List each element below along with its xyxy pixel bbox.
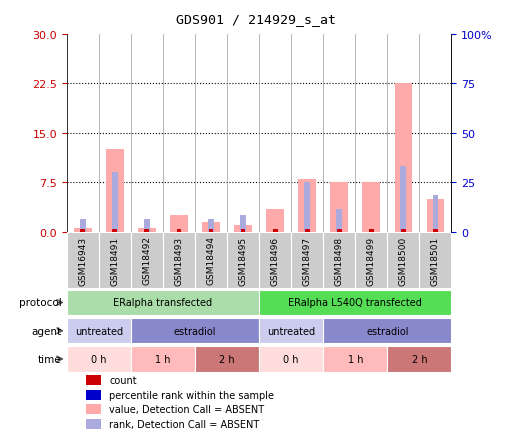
Bar [420, 232, 451, 289]
Bar [170, 216, 188, 232]
Bar [330, 183, 348, 232]
Text: GSM18492: GSM18492 [142, 236, 151, 285]
Bar [195, 232, 227, 289]
Text: agent: agent [31, 326, 62, 336]
Bar [144, 219, 150, 232]
Bar [240, 216, 246, 232]
Bar [394, 84, 412, 232]
Text: 1 h: 1 h [347, 354, 363, 364]
Text: GSM16943: GSM16943 [78, 236, 87, 285]
Text: ERalpha L540Q transfected: ERalpha L540Q transfected [288, 298, 422, 308]
Bar [323, 232, 355, 289]
Text: 2 h: 2 h [411, 354, 427, 364]
Text: GSM18501: GSM18501 [431, 236, 440, 285]
Bar [241, 230, 245, 232]
Bar [234, 226, 252, 232]
Bar [195, 346, 259, 372]
Bar [112, 230, 117, 232]
Bar [67, 290, 259, 316]
Bar [401, 230, 406, 232]
Text: GSM18497: GSM18497 [303, 236, 312, 285]
Text: count: count [109, 375, 136, 385]
Text: GSM18499: GSM18499 [367, 236, 376, 285]
Bar [337, 209, 342, 232]
Bar [131, 232, 163, 289]
Bar [208, 219, 214, 232]
Bar [401, 166, 406, 232]
Text: GSM18493: GSM18493 [174, 236, 184, 285]
Bar [86, 419, 101, 429]
Bar [387, 232, 420, 289]
Bar [145, 230, 149, 232]
Bar [305, 230, 309, 232]
Bar [67, 232, 98, 289]
Text: estradiol: estradiol [174, 326, 216, 336]
Bar [202, 222, 220, 232]
Bar [106, 150, 124, 232]
Bar [86, 390, 101, 400]
Text: estradiol: estradiol [366, 326, 408, 336]
Bar [337, 230, 342, 232]
Bar [387, 346, 451, 372]
Bar [86, 404, 101, 414]
Bar [259, 318, 323, 344]
Text: 0 h: 0 h [283, 354, 299, 364]
Text: time: time [38, 354, 62, 364]
Bar [138, 229, 155, 232]
Bar [369, 230, 373, 232]
Bar [176, 230, 181, 232]
Text: GSM18495: GSM18495 [239, 236, 248, 285]
Bar [163, 232, 195, 289]
Bar [259, 290, 451, 316]
Bar [131, 318, 259, 344]
Bar [227, 232, 259, 289]
Text: untreated: untreated [75, 326, 123, 336]
Bar [427, 199, 444, 232]
Text: untreated: untreated [267, 326, 315, 336]
Text: 2 h: 2 h [219, 354, 235, 364]
Bar [131, 346, 195, 372]
Text: ERalpha transfected: ERalpha transfected [113, 298, 212, 308]
Bar [355, 232, 387, 289]
Text: percentile rank within the sample: percentile rank within the sample [109, 390, 274, 400]
Bar [291, 232, 323, 289]
Text: GSM18494: GSM18494 [206, 236, 215, 285]
Text: GSM18491: GSM18491 [110, 236, 120, 285]
Text: rank, Detection Call = ABSENT: rank, Detection Call = ABSENT [109, 419, 259, 429]
Text: GSM18498: GSM18498 [334, 236, 344, 285]
Text: GSM18496: GSM18496 [270, 236, 280, 285]
Bar [67, 318, 131, 344]
Text: GDS901 / 214929_s_at: GDS901 / 214929_s_at [176, 13, 337, 26]
Bar [433, 230, 438, 232]
Bar [323, 318, 451, 344]
Bar [266, 209, 284, 232]
Bar [80, 219, 86, 232]
Bar [81, 230, 85, 232]
Bar [67, 346, 131, 372]
Bar [209, 230, 213, 232]
Bar [259, 346, 323, 372]
Bar [74, 229, 91, 232]
Bar [323, 346, 387, 372]
Bar [363, 183, 380, 232]
Text: 0 h: 0 h [91, 354, 107, 364]
Text: value, Detection Call = ABSENT: value, Detection Call = ABSENT [109, 404, 264, 414]
Bar [112, 173, 117, 232]
Text: GSM18500: GSM18500 [399, 236, 408, 285]
Bar [432, 196, 438, 232]
Text: protocol: protocol [19, 298, 62, 308]
Bar [86, 375, 101, 385]
Bar [98, 232, 131, 289]
Bar [299, 180, 316, 232]
Bar [273, 230, 278, 232]
Bar [259, 232, 291, 289]
Text: 1 h: 1 h [155, 354, 171, 364]
Bar [304, 183, 310, 232]
